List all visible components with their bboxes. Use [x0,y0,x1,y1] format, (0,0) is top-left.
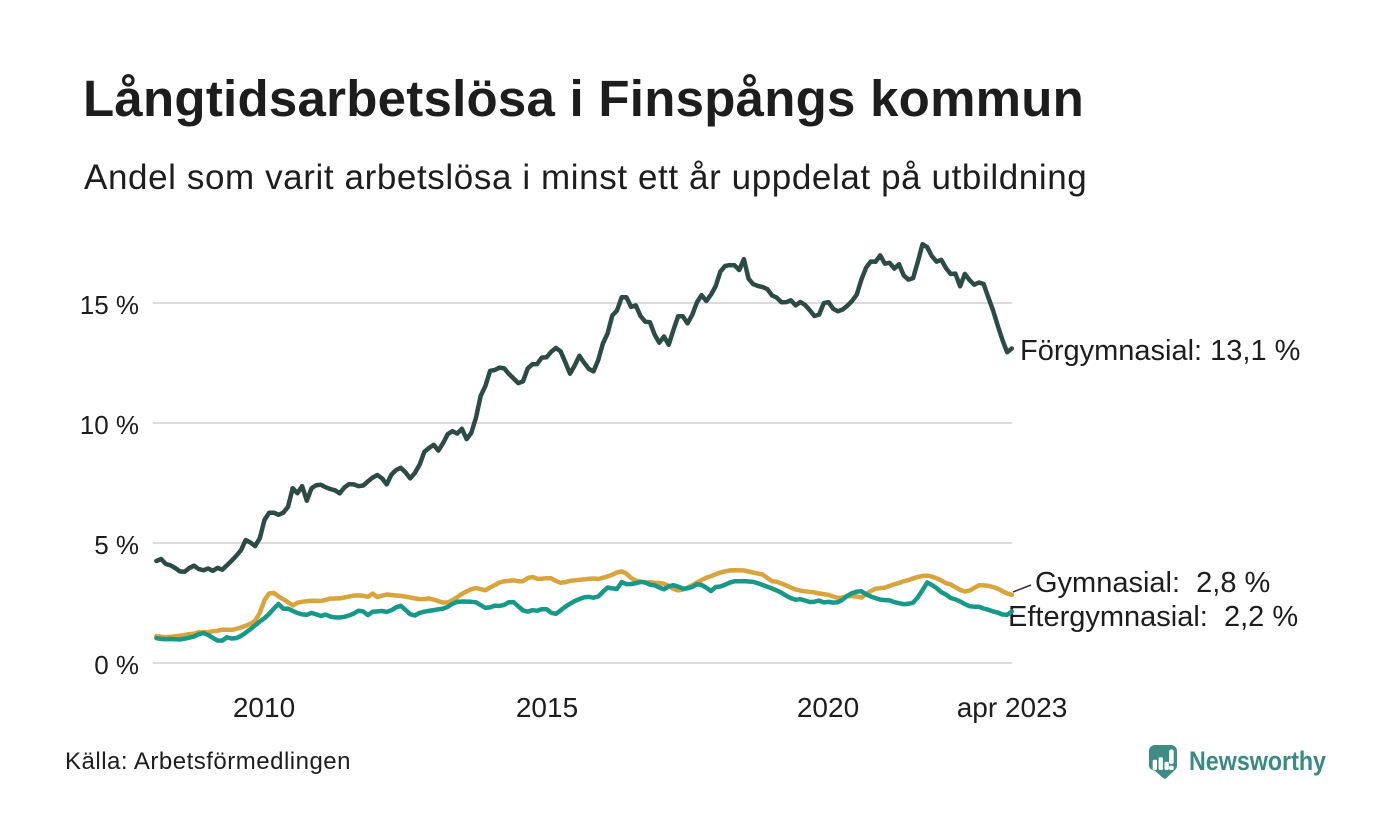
svg-text:Newsworthy: Newsworthy [1189,746,1326,776]
